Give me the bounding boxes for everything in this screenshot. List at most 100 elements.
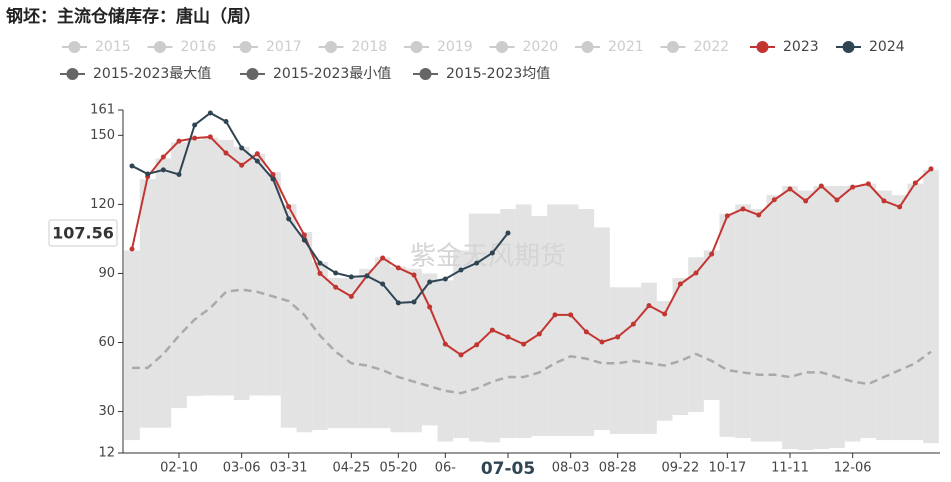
range-band <box>735 204 751 439</box>
data-point <box>380 255 386 261</box>
legend-item[interactable]: 2015-2023均值 <box>413 66 550 82</box>
legend-item[interactable]: 2022 <box>660 39 730 55</box>
y-tick-label: 150 <box>90 128 115 143</box>
data-point <box>411 299 417 305</box>
range-band <box>343 278 360 429</box>
legend-dot <box>756 41 769 53</box>
x-tick-label: 06- <box>435 461 457 476</box>
legend-label: 2016 <box>181 39 217 55</box>
range-band <box>453 250 469 439</box>
range-band <box>406 268 422 433</box>
data-point <box>489 250 495 256</box>
legend-dot <box>239 41 252 53</box>
legend-item[interactable]: 2018 <box>318 39 388 55</box>
y-tick-label: 60 <box>98 335 115 350</box>
legend-dot <box>325 41 337 53</box>
legend-label: 2019 <box>437 39 473 55</box>
legend-label: 2015-2023最小值 <box>273 66 391 82</box>
range-band <box>218 139 234 396</box>
range-band <box>468 213 485 442</box>
data-point <box>129 163 135 169</box>
legend-dot <box>496 41 508 53</box>
x-tick-label: 07-05 <box>481 459 535 479</box>
series-line <box>131 135 932 357</box>
data-point <box>286 204 292 210</box>
range-band <box>703 250 720 401</box>
range-band <box>797 190 814 451</box>
range-band <box>374 257 391 429</box>
legend-dot <box>581 41 594 53</box>
range-band <box>531 215 548 436</box>
data-point <box>395 265 401 271</box>
legend-item[interactable]: 2021 <box>575 39 644 55</box>
data-point <box>552 312 558 318</box>
legend-label: 2015-2023最大值 <box>93 66 211 82</box>
data-point <box>865 181 871 187</box>
range-band <box>594 227 610 430</box>
data-point <box>693 270 699 276</box>
data-point <box>803 198 809 204</box>
data-point <box>521 341 527 347</box>
range-band <box>249 153 266 396</box>
legend-dot <box>246 68 259 80</box>
data-point <box>427 304 433 310</box>
range-band <box>562 204 579 436</box>
range-band <box>500 208 516 439</box>
legend-item[interactable]: 2020 <box>489 39 559 55</box>
range-band <box>750 208 767 442</box>
legend-dot <box>410 41 423 53</box>
range-band <box>876 190 892 441</box>
data-point <box>301 237 307 243</box>
data-point <box>599 339 605 345</box>
legend-item[interactable]: 2015-2023最小值 <box>240 66 391 82</box>
range-band <box>390 266 407 433</box>
legend-item[interactable]: 2024 <box>836 39 905 55</box>
x-tick-label: 08-28 <box>599 461 637 476</box>
data-point <box>912 180 918 186</box>
data-point <box>301 232 307 238</box>
data-point <box>442 341 448 347</box>
legend-label: 2015 <box>95 39 131 55</box>
legend-item[interactable]: 2023 <box>750 39 819 55</box>
data-point <box>474 342 480 348</box>
data-point <box>787 186 793 192</box>
range-band <box>124 250 140 441</box>
y-tick-label: 90 <box>98 266 115 281</box>
current-value-label: 107.56 <box>52 224 114 243</box>
range-band <box>844 185 861 442</box>
legend-dot <box>66 68 79 80</box>
data-point <box>145 171 151 177</box>
legend-dot <box>419 68 432 80</box>
legend-item[interactable]: 2017 <box>233 39 302 55</box>
data-point <box>160 167 166 173</box>
data-point <box>427 279 433 285</box>
range-band <box>186 139 203 396</box>
data-point <box>129 246 135 252</box>
legend-item[interactable]: 2015-2023最大值 <box>60 66 211 82</box>
legend-label: 2021 <box>608 39 644 55</box>
data-point <box>677 281 683 287</box>
legend-item[interactable]: 2015 <box>62 39 131 55</box>
x-tick-label: 03-06 <box>223 461 261 476</box>
data-point <box>583 329 589 335</box>
legend-item[interactable]: 2016 <box>147 39 217 55</box>
legend-label: 2018 <box>352 39 388 55</box>
legend-dot <box>154 41 166 53</box>
data-point <box>239 145 245 151</box>
legend-item[interactable]: 2019 <box>404 39 473 55</box>
data-point <box>270 171 276 177</box>
x-tick-label: 11-11 <box>771 461 809 476</box>
data-point <box>317 260 323 266</box>
range-band <box>907 183 924 441</box>
data-point <box>724 213 730 219</box>
data-point <box>740 206 746 212</box>
x-tick-label: 12-06 <box>834 461 872 476</box>
range-band <box>578 208 595 436</box>
data-point <box>474 260 480 266</box>
legend-label: 2020 <box>523 39 559 55</box>
x-tick-label: 02-10 <box>160 461 198 476</box>
range-band <box>296 232 313 433</box>
current-value-box <box>48 219 118 247</box>
range-band <box>641 282 657 434</box>
